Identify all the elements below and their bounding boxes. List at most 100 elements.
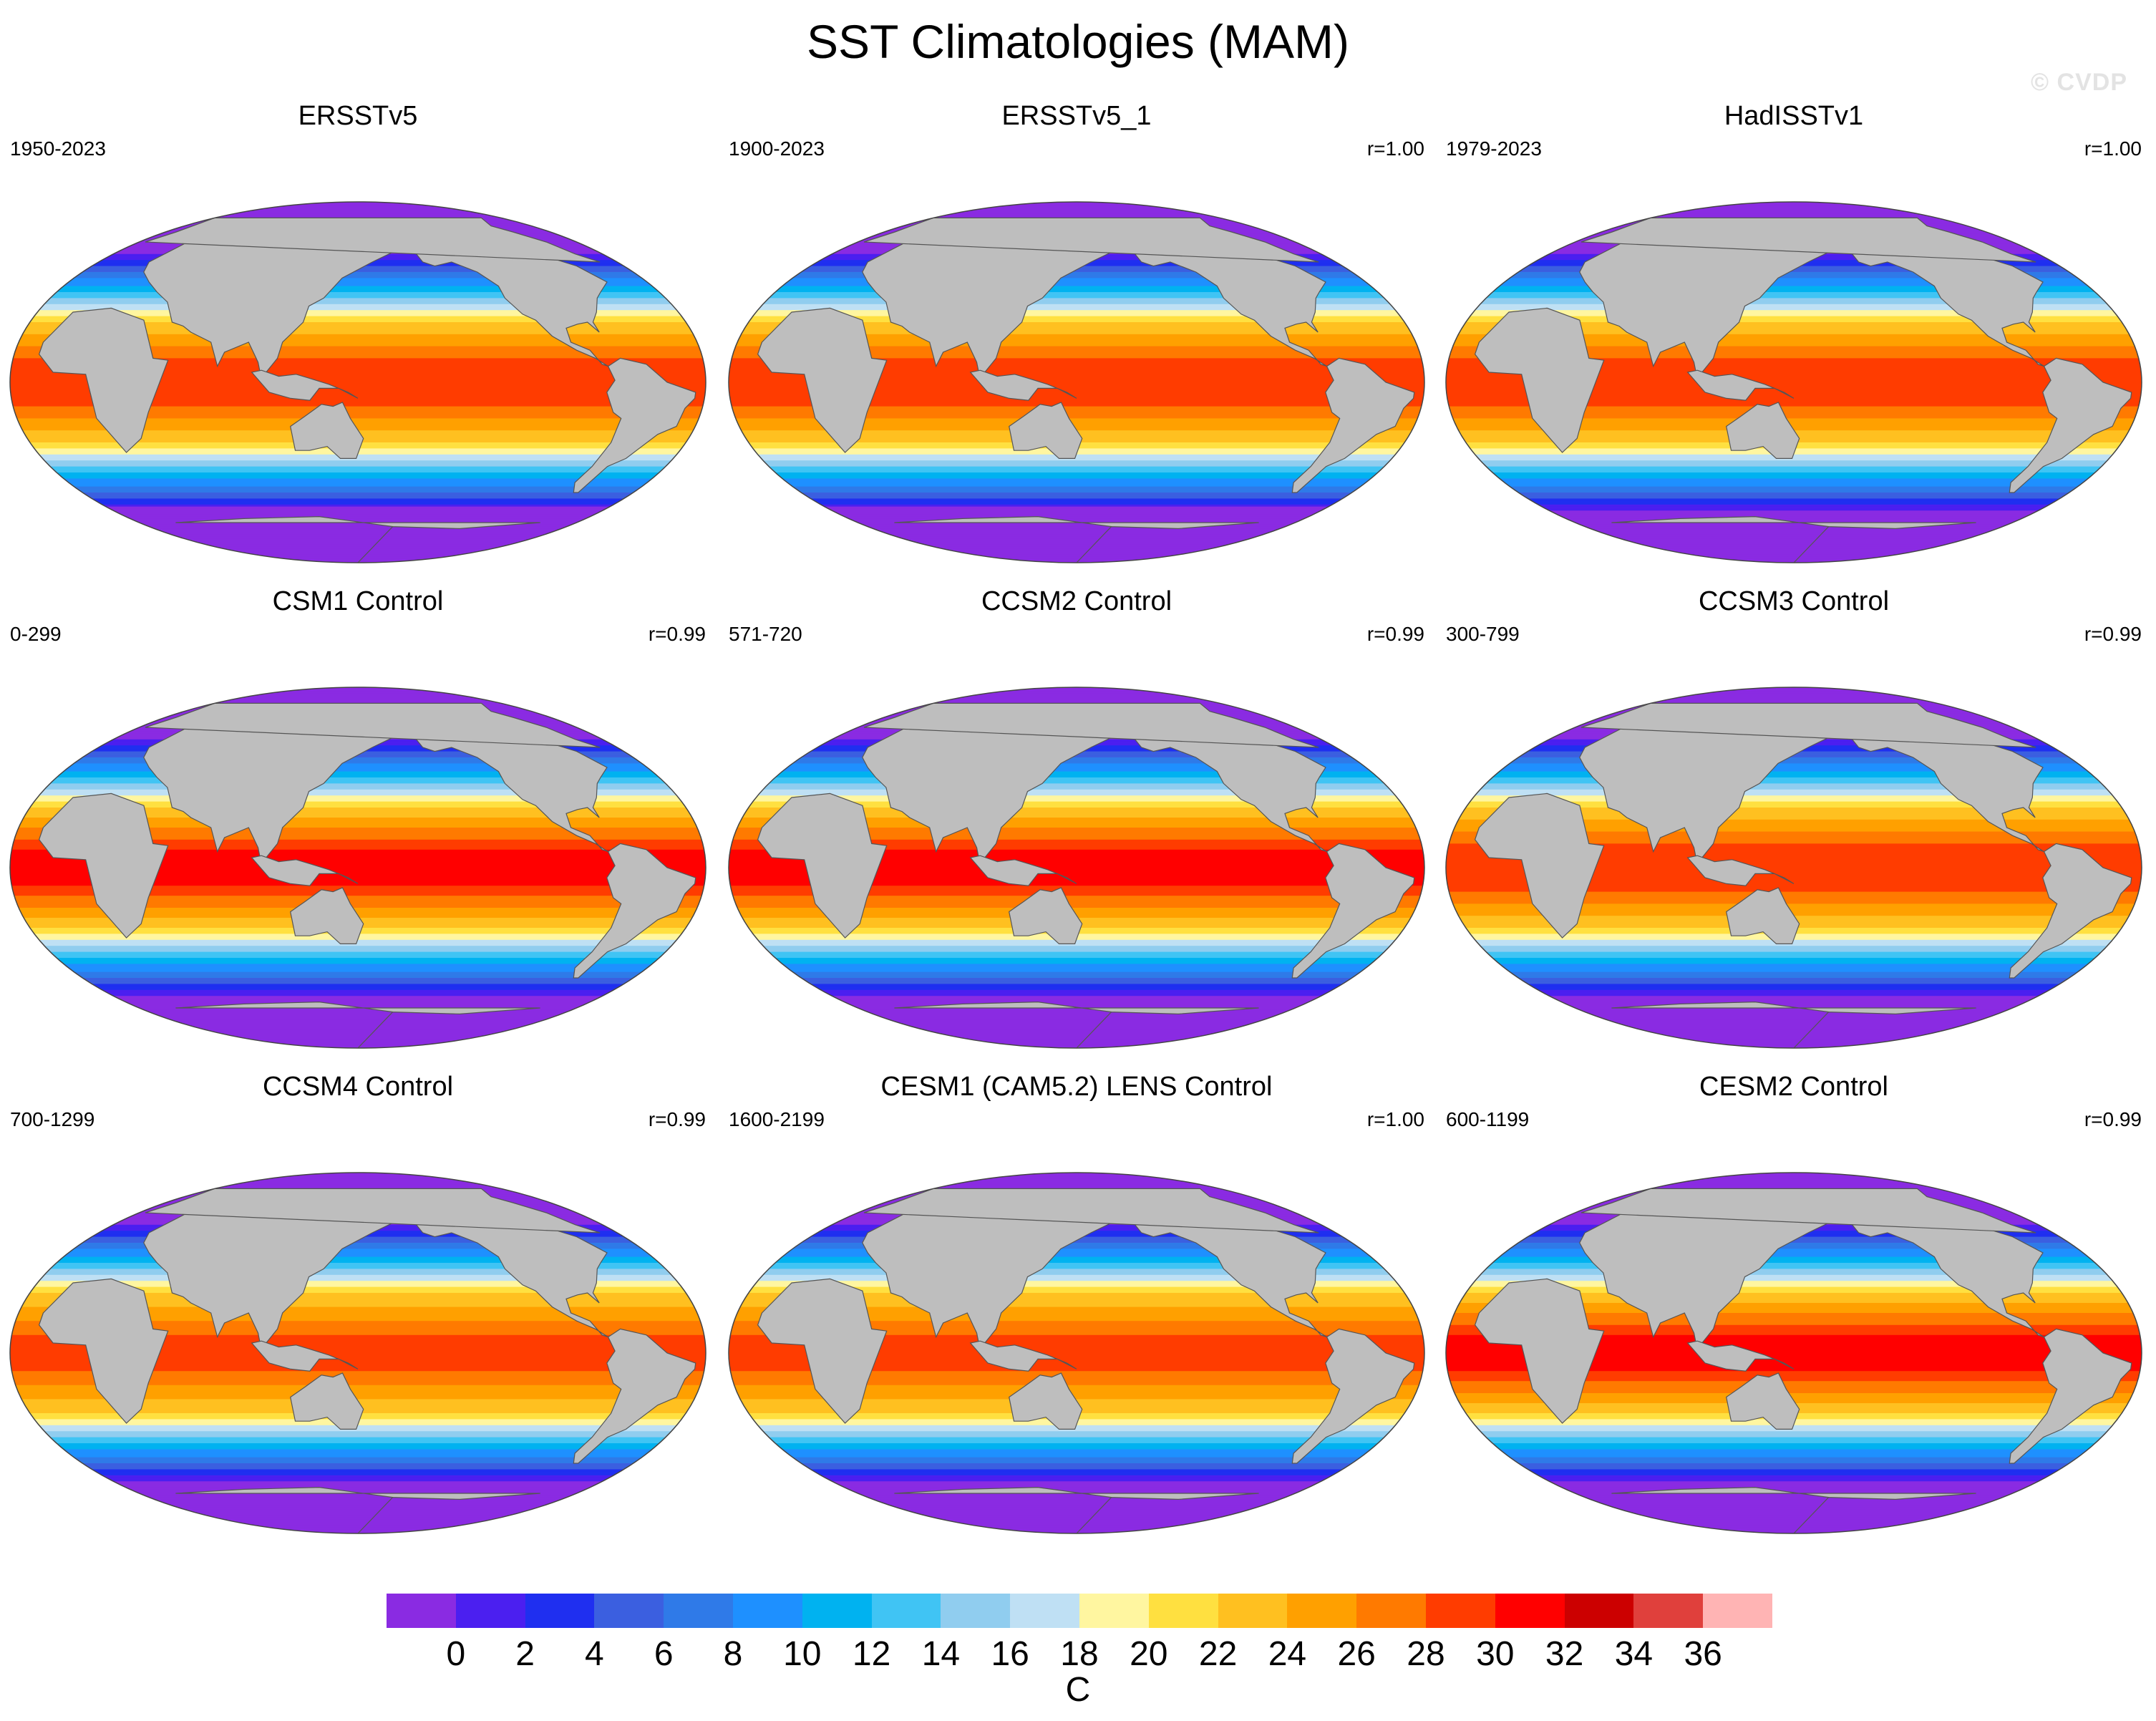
colorbar-box [594,1594,664,1628]
sst-band [1446,1274,2142,1278]
sst-map [9,201,706,563]
panel-title: ERSSTv5 [298,101,418,131]
map-contents [10,1173,706,1533]
sst-band [10,886,706,888]
sst-band [729,388,1424,391]
sst-band [1446,994,2142,997]
sst-band [1446,971,2142,974]
sst-band [1446,959,2142,963]
map-contents [729,202,1424,563]
sst-band [10,1309,706,1312]
colorbar-box [664,1594,734,1628]
sst-band [729,1181,1424,1183]
sst-band [1446,215,2142,218]
sst-band [1446,783,2142,786]
sst-band [10,1319,706,1322]
sst-band [729,316,1424,319]
sst-band [729,1022,1424,1024]
sst-band [729,765,1424,768]
sst-band [1446,1525,2142,1528]
sst-band [10,480,706,483]
sst-band [10,1363,706,1366]
sst-band [729,815,1424,818]
sst-band [10,1339,706,1342]
sst-band [10,334,706,337]
sst-band [1446,354,2142,357]
sst-band [10,1349,706,1352]
sst-band [729,1256,1424,1259]
sst-band [1446,1183,2142,1186]
sst-band [1446,1026,2142,1029]
sst-band [729,470,1424,473]
sst-band [10,1286,706,1289]
sst-band [1446,825,2142,828]
sst-band [1446,344,2142,347]
sst-band [10,868,706,871]
sst-band [10,1301,706,1304]
land-south-america [573,843,696,979]
sst-band [729,530,1424,533]
sst-band [10,901,706,904]
sst-band [729,364,1424,367]
sst-band [729,769,1424,772]
sst-band [10,876,706,878]
sst-band [10,318,706,321]
sst-band [10,316,706,319]
sst-band [1446,966,2142,969]
sst-band [10,470,706,473]
sst-band [10,1361,706,1364]
sst-band [10,903,706,906]
sst-band [1446,1243,2142,1246]
sst-band [10,1447,706,1450]
sst-band [1446,763,2142,766]
sst-band [10,324,706,327]
sst-band [1446,1453,2142,1456]
sst-band [10,1274,706,1278]
sst-band [1446,1029,2142,1033]
sst-band [729,418,1424,421]
sst-band [1446,302,2142,305]
sst-band [10,859,706,863]
colorbar-box [802,1594,873,1628]
sst-band [729,1391,1424,1394]
sst-band [729,1485,1424,1488]
sst-band [10,212,706,215]
sst-band [1446,1389,2142,1392]
sst-band [729,404,1424,407]
sst-band [10,845,706,848]
sst-band [1446,956,2142,959]
sst-band [729,342,1424,345]
sst-band [1446,1028,2142,1031]
sst-band [729,1281,1424,1284]
sst-band [10,1311,706,1314]
sst-band [10,964,706,966]
map-contents [1446,1173,2142,1533]
colorbar-tick-label: 10 [783,1635,822,1673]
sst-band [1446,805,2142,808]
sst-band [1446,1306,2142,1309]
sst-band [729,996,1424,999]
sst-band [10,1264,706,1268]
colorbar-tick-label: 0 [446,1635,466,1673]
sst-band [729,1253,1424,1256]
sst-band [729,280,1424,283]
colorbar-tick-label: 30 [1476,1635,1515,1673]
sst-band [1446,508,2142,511]
sst-band [729,755,1424,758]
sst-band [10,849,706,853]
sst-band [729,1271,1424,1274]
sst-band [729,1016,1424,1019]
sst-band [1446,1266,2142,1269]
sst-band [729,396,1424,399]
land-north-america [1848,1208,2044,1338]
sst-band [1446,1387,2142,1390]
sst-band [10,1509,706,1512]
sst-band [10,426,706,429]
sst-band [729,968,1424,971]
land-antarctica [175,1001,540,1048]
sst-band [729,1279,1424,1281]
land-indonesia [1686,1340,1795,1372]
sst-band [729,1337,1424,1339]
sst-band [1446,1004,2142,1007]
sst-band [10,398,706,401]
